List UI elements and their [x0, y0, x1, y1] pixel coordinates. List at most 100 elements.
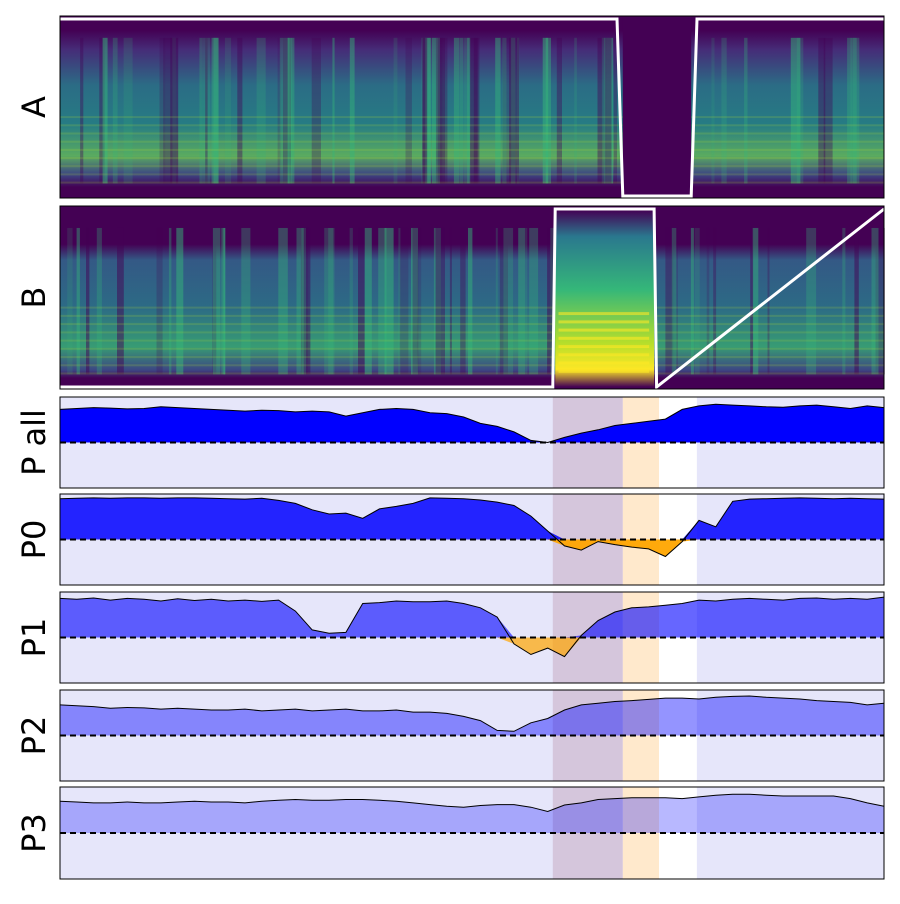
- spectrogram-streak: [875, 227, 885, 375]
- spectrogram-bright-harmonic: [558, 369, 650, 373]
- series-line-p3: [59, 793, 885, 813]
- spectrogram-streak: [613, 37, 617, 184]
- spectrogram-harmonic: [60, 314, 884, 317]
- spectrogram-streak: [435, 227, 445, 375]
- spectrogram-streak: [256, 37, 266, 184]
- spectrogram-streak: [67, 227, 73, 375]
- spectrogram-streak: [510, 37, 516, 184]
- area-negative-p0: [60, 539, 884, 557]
- spectrogram-streak: [460, 227, 466, 375]
- area-positive-p1: [60, 597, 884, 638]
- spectrogram-streak: [412, 227, 419, 375]
- spectrogram-streak: [604, 37, 614, 184]
- spectrogram-streak: [713, 227, 717, 375]
- spectrogram-harmonic: [60, 157, 884, 160]
- spectrogram-streak: [711, 37, 715, 184]
- spectrogram-streak: [282, 37, 291, 184]
- spectrogram-streak: [411, 227, 418, 375]
- panel-label-p2: P2: [15, 716, 53, 756]
- spectrogram-streak: [502, 37, 507, 184]
- spectrogram-bright-harmonic: [558, 353, 650, 357]
- spectrogram-harmonic: [60, 148, 884, 151]
- spectrogram-streak: [156, 227, 163, 375]
- panel-label-p0: P0: [15, 520, 53, 560]
- spectrogram-streak: [509, 37, 519, 184]
- spectrogram-streak: [842, 227, 846, 375]
- spectrogram-streak: [459, 37, 464, 184]
- spectrogram-streak: [213, 37, 218, 184]
- spectrogram-streak: [518, 227, 525, 375]
- panel-a: A: [15, 15, 885, 199]
- spectrogram-streak: [112, 37, 118, 184]
- spectrogram-streak: [99, 37, 105, 184]
- spectrogram-streak: [117, 227, 124, 375]
- spectrogram-streak: [597, 37, 603, 184]
- panel-label-p3: P3: [15, 813, 53, 853]
- spectrogram-streak: [223, 227, 226, 375]
- spectrogram-body-a: [60, 30, 884, 188]
- spectrogram-streak: [495, 37, 501, 184]
- spectrogram-harmonic: [60, 116, 884, 119]
- spectrogram-harmonic: [60, 181, 884, 184]
- spectrogram-streak: [422, 37, 426, 184]
- spectrogram-streak: [80, 37, 84, 184]
- spectrogram-harmonic: [60, 173, 884, 176]
- spectrogram-streak: [852, 37, 860, 184]
- spectrogram-streak: [529, 227, 539, 375]
- panel-label-p1: P1: [15, 618, 53, 658]
- spectrogram-streak: [524, 227, 528, 375]
- spectrogram-streak: [706, 227, 710, 375]
- panel-p1: P1: [15, 591, 885, 684]
- spectrogram-streak: [502, 37, 512, 184]
- spectrogram-streak: [211, 37, 219, 184]
- spectrogram-harmonic: [60, 140, 884, 143]
- spectrogram-gap-a: [622, 16, 692, 198]
- spectrogram-streak: [237, 37, 243, 184]
- spectrogram-streak: [436, 37, 445, 184]
- panel-label-b: B: [15, 287, 53, 309]
- panel-frame-b: [59, 205, 885, 390]
- spectrogram-streak: [311, 37, 321, 184]
- spectrogram-streak: [96, 227, 102, 375]
- spectrogram-bright-harmonic: [558, 345, 650, 349]
- panel-p2: P2: [15, 689, 885, 782]
- spectrogram-streak: [221, 227, 225, 375]
- panel-frame-p0: [59, 493, 885, 586]
- spectrogram-harmonic: [60, 347, 884, 350]
- spectrogram-streak: [744, 37, 748, 184]
- series-line-p2: [59, 695, 885, 732]
- spectrogram-streak: [287, 37, 293, 184]
- panel-b: B: [15, 205, 885, 391]
- spectrogram-body-b: [60, 220, 884, 379]
- spectrogram-streak: [503, 227, 514, 375]
- panel-frame-p-all: [59, 396, 885, 489]
- spectrogram-streak: [384, 227, 394, 375]
- spectrogram-streak: [790, 37, 801, 184]
- area-positive-p-all: [60, 404, 884, 443]
- spectrogram-streak: [170, 37, 179, 184]
- panel-p0: P0: [15, 493, 885, 586]
- panel-p3: P3: [15, 786, 885, 880]
- spectrogram-streak: [416, 227, 422, 375]
- spectrogram-harmonic: [60, 132, 884, 135]
- spectrogram-streak: [556, 37, 562, 184]
- spectrogram-streak: [854, 227, 859, 375]
- spectrogram-harmonic: [60, 124, 884, 127]
- spectrogram-streak: [605, 37, 612, 184]
- series-line-p-all: [59, 403, 885, 444]
- spectrogram-streak: [422, 37, 428, 184]
- panel-frame-p3: [59, 786, 885, 880]
- spectrogram-streak: [437, 37, 448, 184]
- spectrogram-streak: [449, 227, 452, 375]
- spectrogram-streak: [547, 227, 554, 375]
- envelope-line-a: [60, 17, 884, 198]
- spectrogram-streak: [673, 227, 678, 375]
- spectrogram-streak: [384, 227, 394, 375]
- spectrogram-streak: [499, 227, 508, 375]
- spectrogram-streak: [721, 37, 727, 184]
- spectrogram-bright-harmonic: [558, 336, 650, 340]
- spectrogram-harmonic: [60, 339, 884, 342]
- spectrogram-streak: [200, 37, 211, 184]
- panel-frame-p2: [59, 689, 885, 782]
